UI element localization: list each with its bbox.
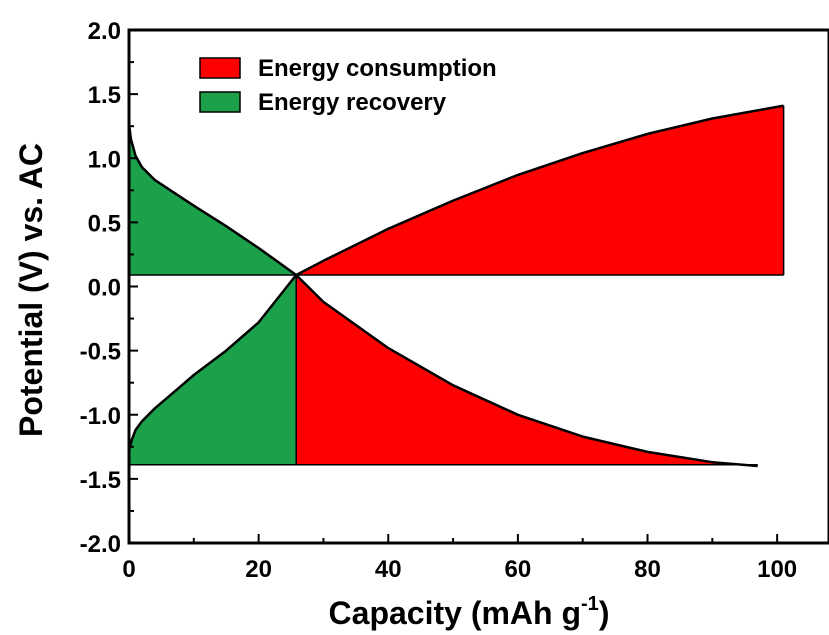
series-fills <box>129 105 784 466</box>
x-tick-label: 20 <box>245 556 272 583</box>
y-tick-label: 1.0 <box>88 146 121 173</box>
series-curves <box>127 104 784 468</box>
x-tick-label: 100 <box>757 556 797 583</box>
y-tick-label: 0.5 <box>88 210 121 237</box>
y-tick-label: 1.5 <box>88 82 121 109</box>
series-1-region-0-curve <box>127 123 297 277</box>
y-tick-label: -1.5 <box>80 467 121 494</box>
x-tick-label: 0 <box>122 556 135 583</box>
baseline-lines <box>129 105 785 466</box>
x-axis-ticks: 0 20 40 60 80 100 <box>122 534 797 583</box>
series-1-region-1-fill <box>129 275 297 465</box>
series-0-region-0-fill <box>296 105 784 275</box>
y-axis-title: Potential (V) vs. AC <box>13 143 49 437</box>
series-1-region-0-fill <box>129 123 297 275</box>
series-1-region-1-curve <box>127 274 298 452</box>
x-axis-title-main: Capacity (mAh g <box>329 595 581 631</box>
y-tick-label: -1.0 <box>80 403 121 430</box>
x-axis-title-superscript: -1 <box>581 593 599 615</box>
series-0-region-1-curve <box>295 274 758 468</box>
y-tick-label: -2.0 <box>80 531 121 558</box>
series-0-region-1-fill <box>296 275 758 466</box>
legend: Energy consumption Energy recovery <box>199 55 497 116</box>
series-0-region-0-curve <box>295 104 784 277</box>
x-axis-title-suffix: ) <box>599 595 610 631</box>
x-axis-title: Capacity (mAh g-1) <box>329 593 610 631</box>
legend-swatch <box>199 57 241 79</box>
x-tick-label: 60 <box>505 556 532 583</box>
y-tick-label: 2.0 <box>88 18 121 45</box>
x-tick-label: 40 <box>375 556 402 583</box>
x-tick-label: 80 <box>634 556 661 583</box>
legend-label: Energy recovery <box>258 89 447 116</box>
legend-label: Energy consumption <box>258 55 497 82</box>
y-tick-label: 0.0 <box>88 275 121 302</box>
y-tick-label: -0.5 <box>80 339 121 366</box>
y-axis-ticks: -2.0 -1.5 -1.0 -0.5 0.0 0.5 1.0 1.5 2.0 <box>80 18 138 558</box>
legend-swatch <box>199 91 241 113</box>
